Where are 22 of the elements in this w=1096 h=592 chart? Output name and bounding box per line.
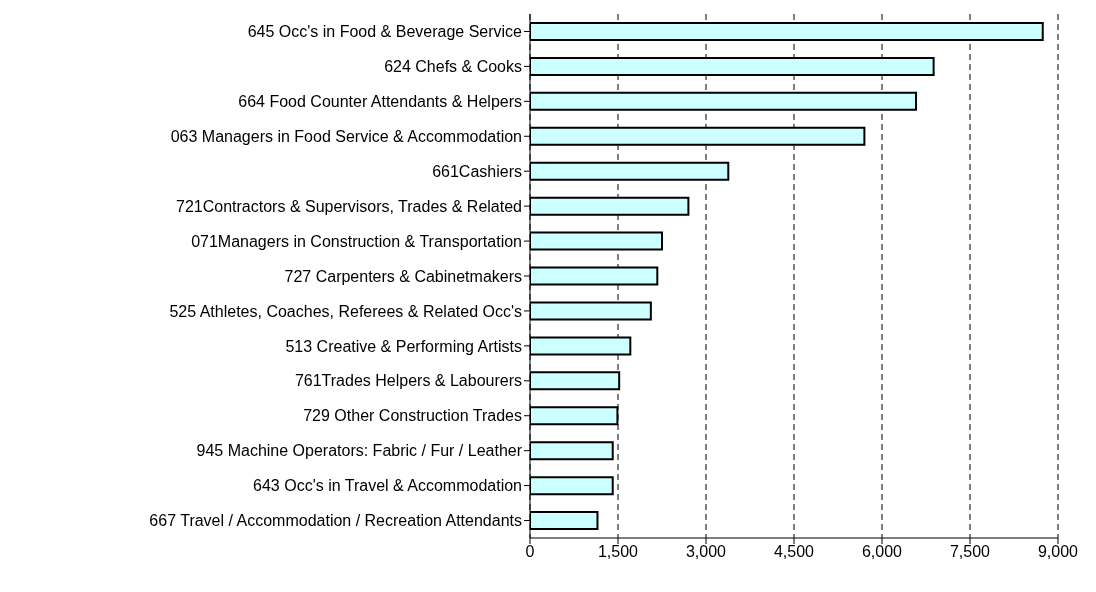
y-tick-label: 661Cashiers bbox=[432, 162, 522, 180]
y-tick-label: 513 Creative & Performing Artists bbox=[285, 337, 522, 355]
y-tick-label: 667 Travel / Accommodation / Recreation Attendants bbox=[149, 512, 522, 530]
y-tick-label: 761Trades Helpers & Labourers bbox=[294, 372, 522, 390]
x-tick-label: 0 bbox=[525, 543, 535, 561]
y-tick-label: 945 Machine Operators: Fabric / Fur / Leather bbox=[196, 442, 523, 460]
x-tick-label: 9,000 bbox=[1037, 543, 1079, 561]
y-tick-label: 624 Chefs & Cooks bbox=[384, 58, 522, 76]
x-tick-label: 4,500 bbox=[773, 543, 815, 561]
y-tick-label: 063 Managers in Food Service & Accommodation bbox=[170, 127, 522, 145]
y-tick-label: 721Contractors & Supervisors, Trades & Related bbox=[176, 197, 522, 215]
x-tick-label: 1,500 bbox=[597, 543, 639, 561]
y-tick-label: 729 Other Construction Trades bbox=[303, 407, 522, 425]
x-tick-label: 6,000 bbox=[861, 543, 903, 561]
y-tick-label: 645 Occ's in Food & Beverage Service bbox=[247, 23, 523, 41]
y-tick-label: 664 Food Counter Attendants & Helpers bbox=[238, 93, 522, 111]
x-tick-label: 7,500 bbox=[949, 543, 991, 561]
y-tick-label: 525 Athletes, Coaches, Referees & Related Occ's bbox=[169, 302, 522, 320]
x-tick-label: 3,000 bbox=[685, 543, 727, 561]
y-tick-label: 643 Occ's in Travel & Accommodation bbox=[253, 477, 522, 495]
y-tick-label: 727 Carpenters & Cabinetmakers bbox=[284, 267, 522, 285]
y-tick-label: 071Managers in Construction & Transportation bbox=[191, 232, 522, 250]
